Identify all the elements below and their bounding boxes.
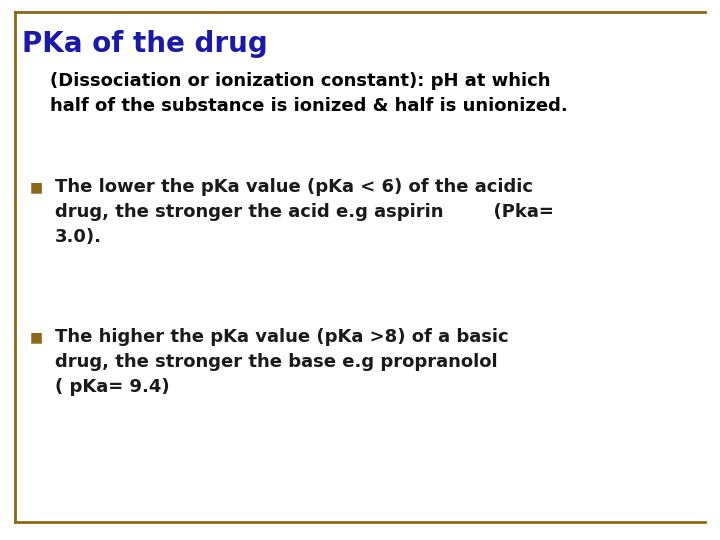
Text: ■: ■ xyxy=(30,330,43,344)
Text: (Dissociation or ionization constant): pH at which
half of the substance is ioni: (Dissociation or ionization constant): p… xyxy=(50,72,568,115)
Text: The lower the pKa value (pKa < 6) of the acidic
drug, the stronger the acid e.g : The lower the pKa value (pKa < 6) of the… xyxy=(55,178,554,246)
Text: The higher the pKa value (pKa >8) of a basic
drug, the stronger the base e.g pro: The higher the pKa value (pKa >8) of a b… xyxy=(55,328,508,396)
Text: PKa of the drug: PKa of the drug xyxy=(22,30,268,58)
Text: ■: ■ xyxy=(30,180,43,194)
